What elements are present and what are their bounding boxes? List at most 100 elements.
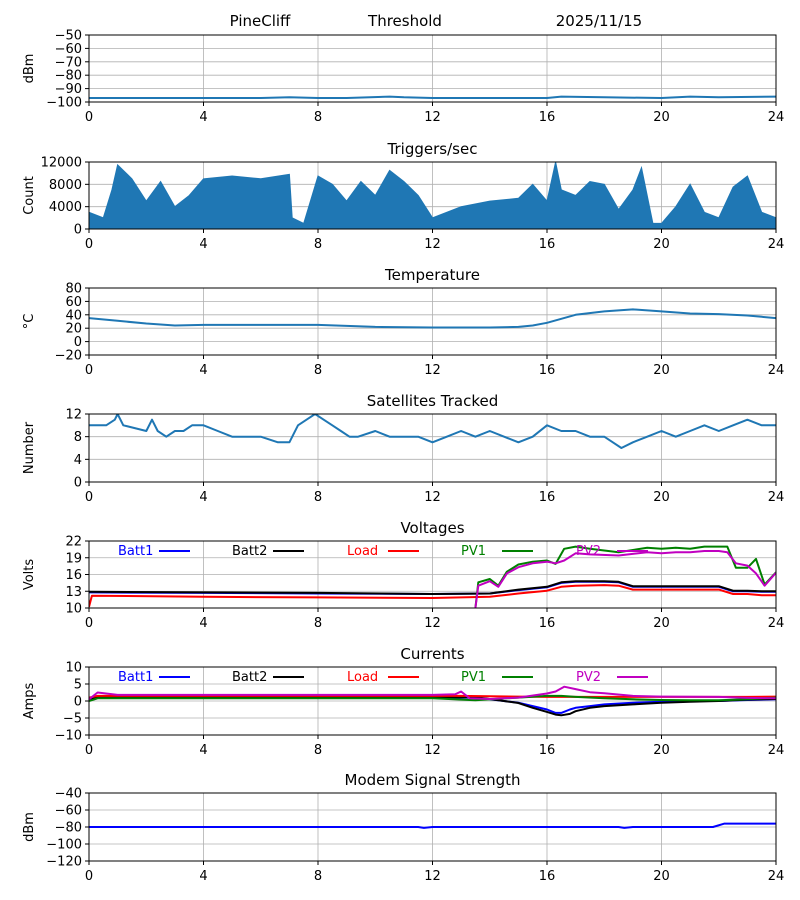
header-station: PineCliff (230, 12, 291, 30)
chart-threshold: 0 4 8 12 16 20 24 −100−90−80−70−60−50 dBm (22, 29, 784, 126)
x-tick-label: 20 (653, 616, 670, 631)
y-tick-label: −70 (55, 55, 82, 70)
chart-title: Modem Signal Strength (345, 771, 521, 789)
x-tick-label: 0 (85, 743, 93, 758)
y-tick-label: 60 (65, 295, 82, 310)
y-tick-label: −80 (55, 69, 82, 84)
x-tick-label: 4 (199, 869, 207, 884)
legend-label-load: Load (347, 670, 378, 685)
legend-label-batt2: Batt2 (232, 670, 267, 685)
x-tick-label: 0 (85, 616, 93, 631)
series-triggers-area (89, 162, 776, 229)
y-tick-label: −5 (63, 712, 82, 727)
legend-label-pv2: PV2 (576, 670, 601, 685)
y-tick-label: −90 (55, 82, 82, 97)
y-tick-label: 8000 (49, 178, 82, 193)
y-tick-label: 12 (65, 408, 82, 423)
x-tick-label: 12 (424, 110, 441, 125)
y-tick-label: −100 (46, 838, 82, 853)
x-tick-label: 12 (424, 490, 441, 505)
y-tick-label: 19 (65, 551, 82, 566)
series-satellites-line (89, 414, 776, 449)
series-group (89, 308, 776, 329)
x-tick-label: 0 (85, 110, 93, 125)
x-tick-label: 12 (424, 616, 441, 631)
chart-title: Temperature (384, 266, 480, 284)
y-tick-label: 80 (65, 282, 82, 297)
x-tick-label: 16 (539, 616, 556, 631)
series-pv2-line (89, 685, 776, 701)
x-tick-label: 0 (85, 237, 93, 252)
x-tick-label: 12 (424, 743, 441, 758)
y-tick-label: 13 (65, 585, 82, 600)
y-tick-label: −60 (55, 42, 82, 57)
y-tick-label: 0 (74, 335, 82, 350)
y-axis-label: Volts (22, 559, 37, 591)
x-tick-label: 8 (314, 237, 322, 252)
x-tick-label: 24 (768, 363, 785, 378)
x-tick-label: 24 (768, 237, 785, 252)
series-modem-line (89, 822, 776, 829)
x-tick-label: 20 (653, 490, 670, 505)
x-tick-label: 4 (199, 616, 207, 631)
x-tick-label: 16 (539, 869, 556, 884)
x-tick-label: 8 (314, 363, 322, 378)
y-axis-label: dBm (22, 812, 37, 842)
x-tick-label: 20 (653, 363, 670, 378)
header-mode: Threshold (367, 12, 442, 30)
series-group (89, 545, 776, 608)
legend-label-pv2: PV2 (576, 544, 601, 559)
y-tick-label: −20 (55, 349, 82, 364)
legend-label-batt2: Batt2 (232, 544, 267, 559)
y-tick-label: 5 (74, 678, 82, 693)
series-group (89, 95, 776, 99)
x-tick-label: 4 (199, 363, 207, 378)
x-tick-label: 24 (768, 616, 785, 631)
x-tick-label: 12 (424, 237, 441, 252)
series-temperature-line (89, 308, 776, 329)
x-tick-label: 16 (539, 363, 556, 378)
y-axis-label: Amps (22, 682, 37, 719)
y-axis-label: dBm (22, 54, 37, 84)
y-axis-label: °C (22, 314, 37, 330)
x-tick-label: 8 (314, 110, 322, 125)
x-tick-label: 4 (199, 110, 207, 125)
y-tick-label: 8 (74, 430, 82, 445)
legend-label-batt1: Batt1 (118, 544, 153, 559)
series-batt2-line (89, 580, 776, 595)
y-tick-label: −80 (55, 821, 82, 836)
y-tick-label: 40 (65, 308, 82, 323)
y-tick-label: −10 (55, 729, 82, 744)
chart-satellites: 0 4 8 12 16 20 24 0 4 8 12 Satellites Tracked Number (22, 392, 784, 505)
x-tick-label: 24 (768, 490, 785, 505)
y-tick-label: −120 (46, 855, 82, 870)
x-tick-label: 12 (424, 363, 441, 378)
x-tick-label: 4 (199, 490, 207, 505)
x-tick-label: 20 (653, 869, 670, 884)
y-tick-label: 22 (65, 535, 82, 550)
x-tick-label: 20 (653, 110, 670, 125)
x-tick-label: 24 (768, 743, 785, 758)
series-pv1-line (474, 545, 776, 608)
y-tick-label: 10 (65, 602, 82, 617)
header-date: 2025/11/15 (556, 12, 642, 30)
legend-label-load: Load (347, 544, 378, 559)
series-group (89, 162, 776, 229)
legend-label-pv1: PV1 (461, 670, 486, 685)
series-group (89, 685, 776, 717)
y-axis-label: Count (22, 176, 37, 215)
y-tick-label: −60 (55, 804, 82, 819)
chart-title: Voltages (400, 519, 464, 537)
y-tick-label: 4000 (49, 200, 82, 215)
y-tick-label: −100 (46, 96, 82, 111)
x-tick-label: 20 (653, 237, 670, 252)
x-tick-label: 0 (85, 490, 93, 505)
series-pv2-line (474, 550, 776, 608)
y-tick-label: 0 (74, 223, 82, 238)
x-tick-label: 16 (539, 237, 556, 252)
legend-label-batt1: Batt1 (118, 670, 153, 685)
x-tick-label: 8 (314, 869, 322, 884)
chart-modem: 0 4 8 12 16 20 24 −120 −100 −80 −60 −40 Modem Signal… (22, 771, 784, 884)
